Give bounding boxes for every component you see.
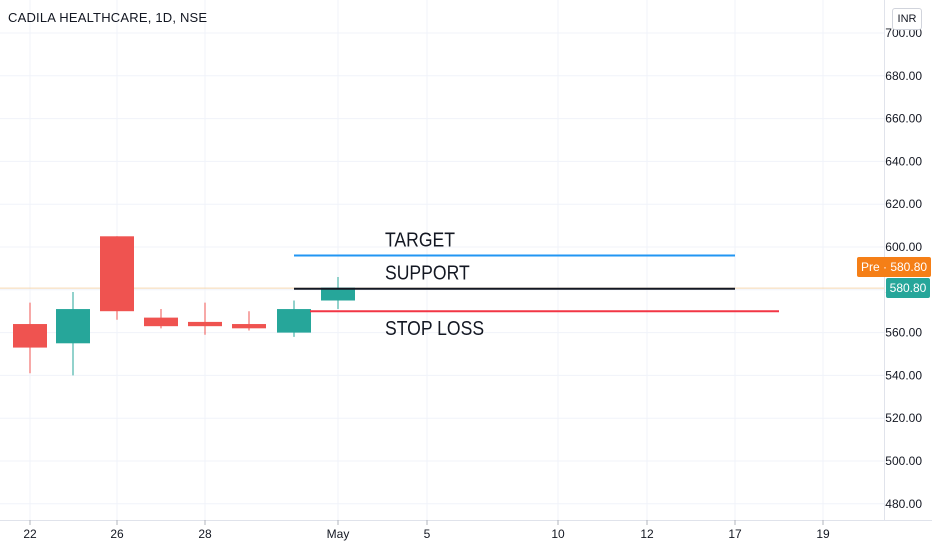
level-label: SUPPORT [385,262,470,284]
candle [144,309,178,329]
time-tick-label: May [327,527,350,541]
time-tick-label: 10 [551,527,565,541]
candle [100,236,134,320]
time-tick-label: 12 [640,527,654,541]
price-tick-label: 660.00 [885,112,922,126]
level-lines[interactable]: TARGET SUPPORT STOP LOSS [294,229,779,340]
pre-market-price-badge: Pre · 580.80 [857,257,932,277]
price-tick-label: 600.00 [885,240,922,254]
time-tick-label: 22 [23,527,37,541]
last-price-badge: 580.80 [886,278,930,298]
time-axis[interactable]: 22 26 28 May 5 10 12 17 19 [23,520,830,541]
candle [232,311,266,331]
symbol-title: CADILA HEALTHCARE, 1D, NSE [8,10,208,25]
time-tick-label: 17 [728,527,742,541]
level-label: STOP LOSS [385,317,484,339]
price-tick-label: 680.00 [885,69,922,83]
candle-body [13,324,47,348]
currency-button[interactable]: INR [892,8,922,30]
price-tick-label: 540.00 [885,368,922,382]
price-tick-label: 640.00 [885,154,922,168]
time-tick-label: 5 [424,527,431,541]
candles [13,236,355,376]
price-tick-label: 500.00 [885,454,922,468]
candle [56,291,90,376]
price-tick-label: 560.00 [885,326,922,340]
candle-body [277,309,311,333]
candle-body [232,324,266,329]
price-tick-label: 620.00 [885,197,922,211]
candle [13,302,47,374]
level-label: TARGET [385,229,456,251]
candle [321,276,355,310]
time-tick-label: 28 [198,527,212,541]
candle-body [321,287,355,301]
candle-body [100,236,134,312]
candle-body [56,309,90,344]
candle [188,302,222,335]
candle [277,300,311,337]
candle-body [144,317,178,327]
candle-body [188,321,222,327]
price-tick-label: 520.00 [885,411,922,425]
time-tick-label: 26 [110,527,124,541]
price-tick-label: 480.00 [885,497,922,511]
time-tick-label: 19 [816,527,830,541]
